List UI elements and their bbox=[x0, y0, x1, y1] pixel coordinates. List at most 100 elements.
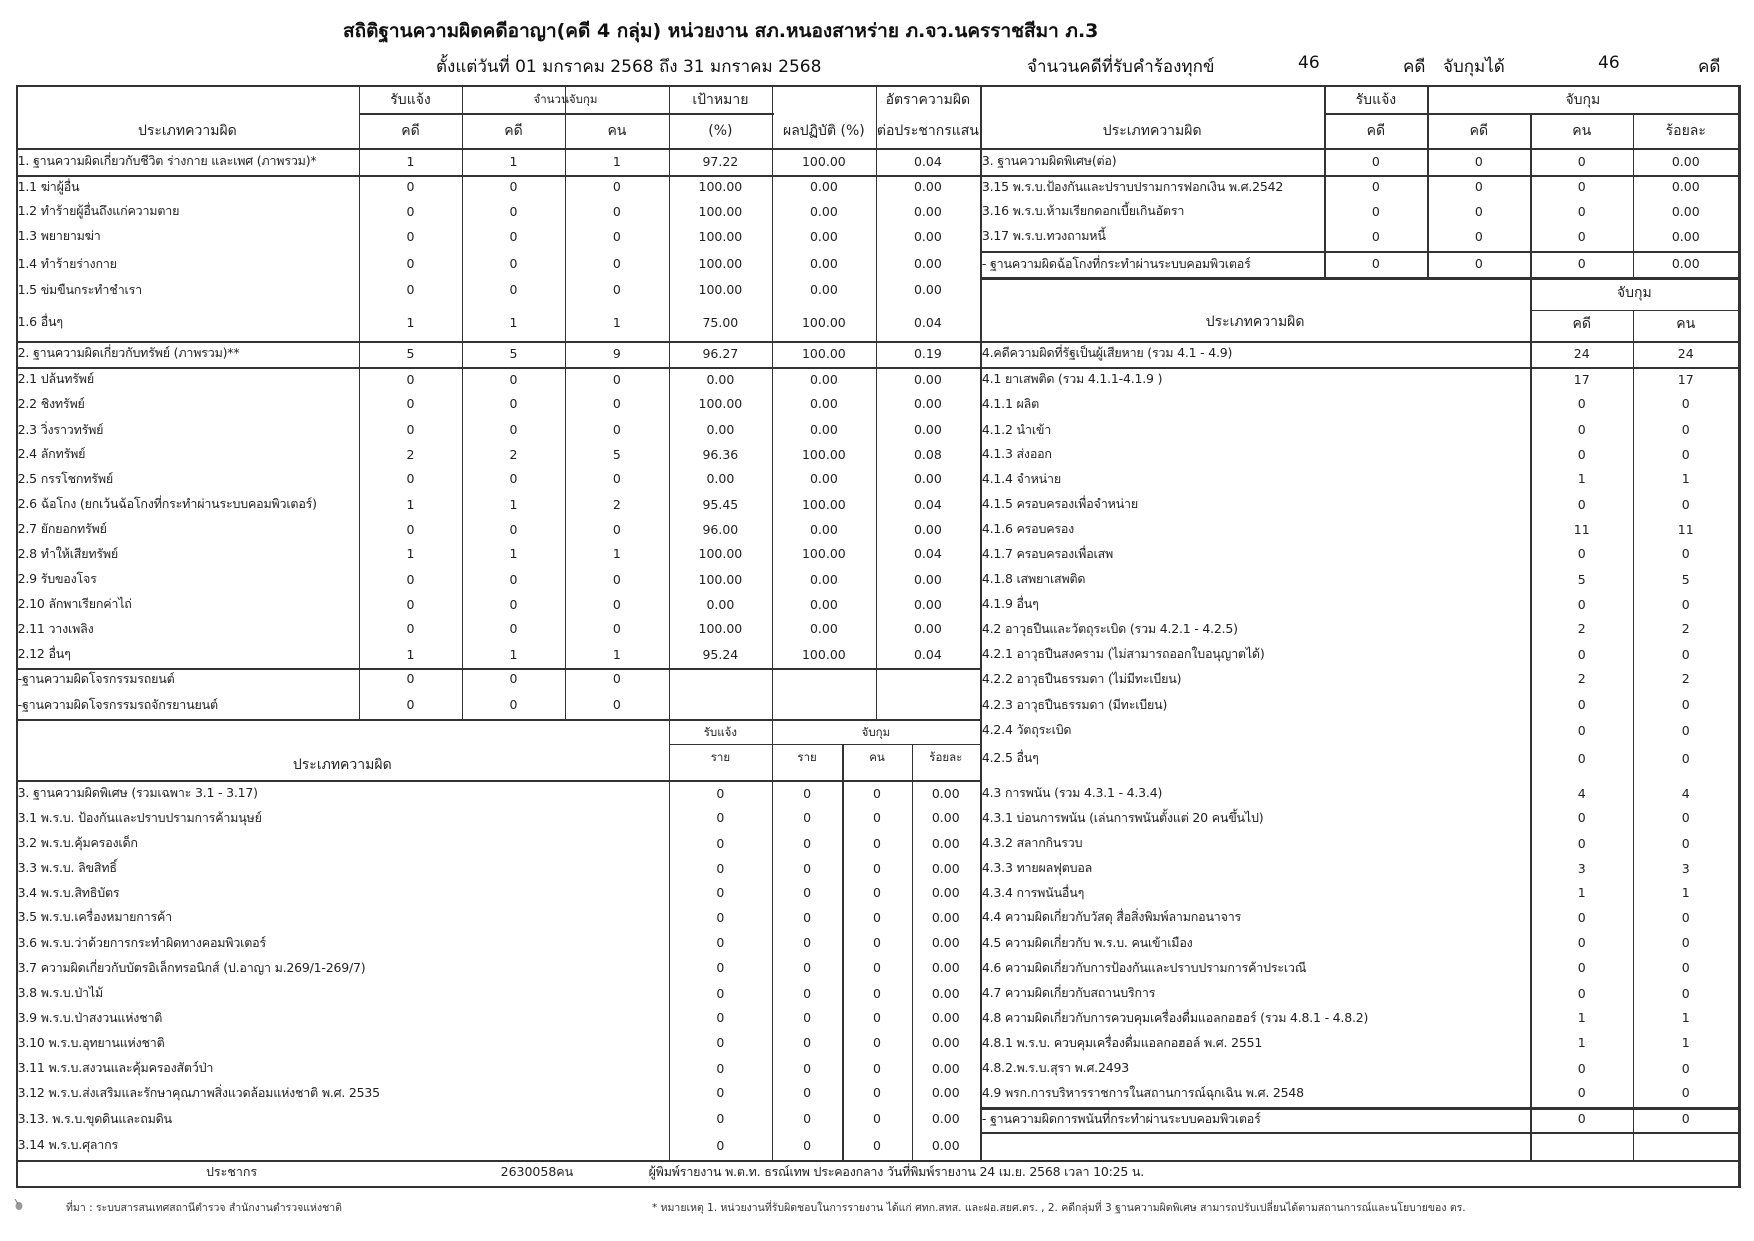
offense-value: 0 bbox=[406, 422, 415, 438]
offense-label: - ฐานความผิดฉ้อโกงที่กระทำผ่านระบบคอมพิว… bbox=[981, 255, 1251, 271]
offense-value: 5 bbox=[1577, 571, 1586, 587]
offense-value: 0 bbox=[803, 1085, 812, 1101]
offense-value bbox=[876, 692, 980, 717]
offense-value: 0.00 bbox=[931, 985, 960, 1001]
offense-value bbox=[876, 667, 980, 692]
offense-value: 0 bbox=[1371, 256, 1380, 272]
offense-value: 100.00 bbox=[698, 179, 743, 195]
offense-value: 0 bbox=[1577, 835, 1586, 851]
offense-value: 0 bbox=[1681, 446, 1690, 462]
offense-label: 4.2.5 อื่นๆ bbox=[981, 750, 1039, 766]
offense-value: 0 bbox=[1577, 697, 1586, 713]
offense-label: 4.7 ความผิดเกี่ยวกับสถานบริการ bbox=[981, 985, 1156, 1001]
offense-value: 0 bbox=[612, 671, 621, 687]
offense-value: 0 bbox=[873, 785, 881, 801]
offense-label: 4.6 ความผิดเกี่ยวกับการป้องกันและปราบปรา… bbox=[981, 959, 1307, 975]
offense-label: 4.9 พรก.การบริหารราชการในสถานการณ์ฉุกเฉิ… bbox=[981, 1084, 1304, 1100]
offense-value: 0 bbox=[803, 810, 812, 826]
offense-value: 17 bbox=[1677, 371, 1694, 387]
offense-value: 0 bbox=[716, 810, 725, 826]
offense-value: 0 bbox=[803, 960, 812, 976]
offense-label: 4.1.3 ส่งออก bbox=[981, 446, 1052, 462]
header-case: คดี bbox=[1366, 122, 1386, 139]
offense-value: 0.00 bbox=[913, 621, 942, 637]
offense-value: 0 bbox=[873, 1035, 881, 1051]
offense-value: 1 bbox=[406, 546, 415, 562]
offense-value: 0 bbox=[612, 697, 621, 713]
offense-value: 0.00 bbox=[1671, 256, 1700, 272]
offense-value: 0 bbox=[1577, 153, 1586, 169]
offense-label: 3.10 พ.ร.บ.อุทยานแห่งชาติ bbox=[17, 1034, 165, 1050]
offense-value: 0.00 bbox=[913, 521, 942, 537]
offense-label: 4.2 อาวุธปืนและวัตถุระเบิด (รวม 4.2.1 - … bbox=[981, 620, 1238, 636]
offense-value: 1 bbox=[1681, 1035, 1690, 1051]
table-gridline bbox=[15, 85, 18, 1186]
offense-value: 0.00 bbox=[913, 396, 942, 412]
offense-value: 0 bbox=[406, 179, 415, 195]
offense-value: 0 bbox=[1681, 697, 1690, 713]
offense-value: 1 bbox=[509, 496, 518, 512]
offense-value bbox=[669, 667, 772, 692]
table-gridline bbox=[911, 743, 913, 1160]
table-gridline bbox=[979, 85, 983, 1160]
offense-value: 0 bbox=[1577, 203, 1586, 219]
offense-value: 0.00 bbox=[809, 371, 838, 387]
offense-label: 4.8 ความผิดเกี่ยวกับการควบคุมเครื่องดื่ม… bbox=[981, 1009, 1369, 1025]
offense-value: 0 bbox=[406, 571, 415, 587]
offense-value: 0.00 bbox=[809, 422, 838, 438]
offense-value: 0 bbox=[716, 835, 725, 851]
offense-value: 24 bbox=[1573, 345, 1590, 361]
table-gridline bbox=[359, 85, 361, 720]
offense-label: 3. ฐานความผิดพิเศษ(ต่อ) bbox=[981, 153, 1117, 169]
header-rate: อัตราความผิด bbox=[885, 91, 971, 108]
table-gridline bbox=[1633, 309, 1635, 1160]
offense-value: 1 bbox=[1681, 885, 1690, 901]
offense-label: 4.8.2.พ.ร.บ.สุรา พ.ศ.2493 bbox=[981, 1060, 1129, 1076]
header-offense-type: ประเภทความผิด bbox=[292, 757, 392, 774]
offense-value: 0 bbox=[1681, 935, 1690, 951]
offense-value: 0 bbox=[1577, 1060, 1586, 1076]
offense-value: 0 bbox=[1577, 750, 1586, 766]
offense-value: 0 bbox=[612, 471, 621, 487]
offense-value: 0 bbox=[612, 228, 621, 244]
table-gridline bbox=[15, 147, 1741, 150]
offense-value: 1 bbox=[612, 153, 621, 169]
table-gridline bbox=[1530, 278, 1532, 1160]
header-offense-type: ประเภทความผิด bbox=[1205, 314, 1305, 331]
complaints-unit: คดี bbox=[1403, 57, 1426, 77]
offense-value: 0 bbox=[803, 1060, 812, 1076]
offense-label: 4.4 ความผิดเกี่ยวกับวัสดุ สื่อสิ่งพิมพ์ล… bbox=[981, 909, 1242, 925]
offense-value: 0 bbox=[612, 282, 621, 298]
table-gridline bbox=[1324, 112, 1741, 116]
offense-value: 2 bbox=[1681, 671, 1690, 687]
offense-label: 3.4 พ.ร.บ.สิทธิบัตร bbox=[17, 884, 120, 900]
offense-value: 9 bbox=[612, 345, 621, 361]
offense-value: 0 bbox=[1577, 722, 1586, 738]
offense-value: 0 bbox=[406, 228, 415, 244]
offense-value: 0 bbox=[873, 835, 881, 851]
offense-label: 4.1.1 ผลิต bbox=[981, 395, 1039, 411]
offense-value: 1 bbox=[1577, 885, 1586, 901]
offense-label: 1.2 ทำร้ายผู้อื่นถึงแก่ความตาย bbox=[17, 203, 180, 219]
header-target: เป้าหมาย bbox=[692, 91, 749, 108]
offense-value: 1 bbox=[509, 646, 518, 662]
offense-label: 3.7 ความผิดเกี่ยวกับบัตรอิเล็กทรอนิกส์ (… bbox=[17, 959, 366, 975]
offense-value: 0 bbox=[873, 885, 881, 901]
offense-value: 0 bbox=[1681, 1111, 1690, 1127]
offense-value bbox=[669, 692, 772, 717]
offense-value: 0 bbox=[1577, 646, 1586, 662]
header-performance: ผลปฏิบัติ (%) bbox=[782, 122, 865, 139]
offense-label: 4.2.2 อาวุธปืนธรรมดา (ไม่มีทะเบียน) bbox=[981, 670, 1182, 686]
offense-value: 0.00 bbox=[931, 1111, 960, 1127]
header-person: คน bbox=[1572, 122, 1592, 139]
offense-label: 4.3.1 บ่อนการพนัน (เล่นการพนันตั้งแต่ 20… bbox=[981, 809, 1264, 825]
offense-label: 2.6 ฉ้อโกง (ยกเว้นฉ้อโกงที่กระทำผ่านระบบ… bbox=[17, 496, 317, 512]
offense-value: 0 bbox=[716, 1111, 725, 1127]
table-gridline bbox=[461, 85, 464, 720]
offense-value: 0 bbox=[406, 256, 415, 272]
offense-value: 5 bbox=[406, 345, 415, 361]
offense-value: 0 bbox=[612, 521, 621, 537]
offense-value: 0 bbox=[1474, 203, 1483, 219]
header-arrested: จับกุม bbox=[861, 724, 891, 739]
offense-value: 0 bbox=[509, 256, 518, 272]
